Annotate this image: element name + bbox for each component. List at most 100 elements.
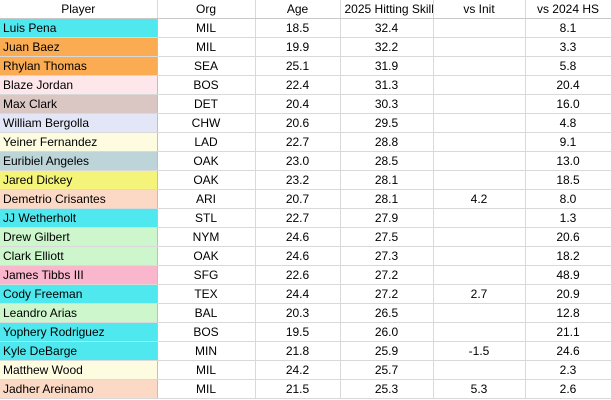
cell-org[interactable]: SFG xyxy=(157,265,256,285)
header-player[interactable]: Player xyxy=(0,0,158,19)
cell-player[interactable]: Jared Dickey xyxy=(0,170,158,190)
cell-vs-init[interactable] xyxy=(433,170,526,190)
cell-hitting-skill[interactable]: 27.2 xyxy=(340,284,434,304)
cell-org[interactable]: SEA xyxy=(157,56,256,76)
cell-vs-2024-hs[interactable]: 20.4 xyxy=(525,75,611,95)
cell-player[interactable]: Matthew Wood xyxy=(0,360,158,380)
cell-vs-2024-hs[interactable]: 3.3 xyxy=(525,37,611,57)
cell-vs-2024-hs[interactable]: 4.8 xyxy=(525,113,611,133)
cell-age[interactable]: 22.4 xyxy=(255,75,341,95)
cell-age[interactable]: 22.6 xyxy=(255,265,341,285)
cell-player[interactable]: Jadher Areinamo xyxy=(0,379,158,399)
cell-age[interactable]: 20.6 xyxy=(255,113,341,133)
cell-player[interactable]: Cody Freeman xyxy=(0,284,158,304)
cell-vs-init[interactable] xyxy=(433,113,526,133)
cell-age[interactable]: 21.5 xyxy=(255,379,341,399)
cell-age[interactable]: 24.6 xyxy=(255,246,341,266)
cell-vs-init[interactable] xyxy=(433,75,526,95)
cell-vs-init[interactable] xyxy=(433,360,526,380)
cell-vs-2024-hs[interactable]: 21.1 xyxy=(525,322,611,342)
cell-vs-2024-hs[interactable]: 16.0 xyxy=(525,94,611,114)
header-org[interactable]: Org xyxy=(157,0,256,19)
cell-player[interactable]: Demetrio Crisantes xyxy=(0,189,158,209)
cell-hitting-skill[interactable]: 28.8 xyxy=(340,132,434,152)
cell-vs-2024-hs[interactable]: 13.0 xyxy=(525,151,611,171)
cell-org[interactable]: DET xyxy=(157,94,256,114)
cell-hitting-skill[interactable]: 31.9 xyxy=(340,56,434,76)
cell-hitting-skill[interactable]: 26.0 xyxy=(340,322,434,342)
cell-hitting-skill[interactable]: 29.5 xyxy=(340,113,434,133)
cell-age[interactable]: 25.1 xyxy=(255,56,341,76)
cell-vs-init[interactable] xyxy=(433,322,526,342)
cell-age[interactable]: 20.4 xyxy=(255,94,341,114)
cell-org[interactable]: BOS xyxy=(157,75,256,95)
cell-vs-2024-hs[interactable]: 8.1 xyxy=(525,18,611,38)
header-vs-2024-hs[interactable]: vs 2024 HS xyxy=(525,0,611,19)
cell-vs-init[interactable] xyxy=(433,56,526,76)
cell-hitting-skill[interactable]: 27.5 xyxy=(340,227,434,247)
cell-org[interactable]: LAD xyxy=(157,132,256,152)
cell-hitting-skill[interactable]: 28.5 xyxy=(340,151,434,171)
cell-player[interactable]: Drew Gilbert xyxy=(0,227,158,247)
cell-vs-2024-hs[interactable]: 20.9 xyxy=(525,284,611,304)
cell-player[interactable]: Kyle DeBarge xyxy=(0,341,158,361)
cell-age[interactable]: 23.2 xyxy=(255,170,341,190)
cell-player[interactable]: Yeiner Fernandez xyxy=(0,132,158,152)
cell-vs-init[interactable] xyxy=(433,94,526,114)
cell-vs-init[interactable]: 4.2 xyxy=(433,189,526,209)
cell-vs-2024-hs[interactable]: 24.6 xyxy=(525,341,611,361)
cell-player[interactable]: Juan Baez xyxy=(0,37,158,57)
cell-org[interactable]: MIL xyxy=(157,18,256,38)
cell-age[interactable]: 18.5 xyxy=(255,18,341,38)
cell-vs-init[interactable] xyxy=(433,265,526,285)
cell-vs-2024-hs[interactable]: 9.1 xyxy=(525,132,611,152)
cell-vs-init[interactable] xyxy=(433,227,526,247)
cell-vs-2024-hs[interactable]: 5.8 xyxy=(525,56,611,76)
cell-player[interactable]: Rhylan Thomas xyxy=(0,56,158,76)
cell-vs-init[interactable] xyxy=(433,208,526,228)
cell-hitting-skill[interactable]: 31.3 xyxy=(340,75,434,95)
cell-player[interactable]: Euribiel Angeles xyxy=(0,151,158,171)
cell-org[interactable]: OAK xyxy=(157,170,256,190)
cell-age[interactable]: 24.6 xyxy=(255,227,341,247)
cell-player[interactable]: William Bergolla xyxy=(0,113,158,133)
cell-vs-2024-hs[interactable]: 18.5 xyxy=(525,170,611,190)
cell-org[interactable]: TEX xyxy=(157,284,256,304)
cell-hitting-skill[interactable]: 25.9 xyxy=(340,341,434,361)
cell-player[interactable]: JJ Wetherholt xyxy=(0,208,158,228)
cell-vs-2024-hs[interactable]: 12.8 xyxy=(525,303,611,323)
cell-vs-init[interactable] xyxy=(433,151,526,171)
cell-vs-2024-hs[interactable]: 1.3 xyxy=(525,208,611,228)
cell-player[interactable]: Clark Elliott xyxy=(0,246,158,266)
cell-org[interactable]: OAK xyxy=(157,246,256,266)
cell-hitting-skill[interactable]: 27.3 xyxy=(340,246,434,266)
cell-org[interactable]: MIL xyxy=(157,37,256,57)
cell-org[interactable]: CHW xyxy=(157,113,256,133)
cell-player[interactable]: Luis Pena xyxy=(0,18,158,38)
cell-hitting-skill[interactable]: 30.3 xyxy=(340,94,434,114)
cell-org[interactable]: OAK xyxy=(157,151,256,171)
cell-age[interactable]: 24.2 xyxy=(255,360,341,380)
cell-age[interactable]: 23.0 xyxy=(255,151,341,171)
cell-hitting-skill[interactable]: 28.1 xyxy=(340,170,434,190)
cell-vs-init[interactable] xyxy=(433,18,526,38)
cell-player[interactable]: Max Clark xyxy=(0,94,158,114)
cell-player[interactable]: Leandro Arias xyxy=(0,303,158,323)
cell-org[interactable]: NYM xyxy=(157,227,256,247)
cell-vs-2024-hs[interactable]: 8.0 xyxy=(525,189,611,209)
cell-vs-2024-hs[interactable]: 18.2 xyxy=(525,246,611,266)
cell-hitting-skill[interactable]: 32.4 xyxy=(340,18,434,38)
cell-org[interactable]: MIN xyxy=(157,341,256,361)
cell-org[interactable]: BOS xyxy=(157,322,256,342)
cell-org[interactable]: ARI xyxy=(157,189,256,209)
cell-hitting-skill[interactable]: 27.9 xyxy=(340,208,434,228)
cell-org[interactable]: STL xyxy=(157,208,256,228)
cell-hitting-skill[interactable]: 32.2 xyxy=(340,37,434,57)
cell-vs-2024-hs[interactable]: 20.6 xyxy=(525,227,611,247)
cell-vs-2024-hs[interactable]: 2.6 xyxy=(525,379,611,399)
cell-vs-init[interactable] xyxy=(433,37,526,57)
cell-age[interactable]: 20.7 xyxy=(255,189,341,209)
cell-vs-init[interactable]: -1.5 xyxy=(433,341,526,361)
cell-vs-2024-hs[interactable]: 48.9 xyxy=(525,265,611,285)
cell-hitting-skill[interactable]: 25.7 xyxy=(340,360,434,380)
